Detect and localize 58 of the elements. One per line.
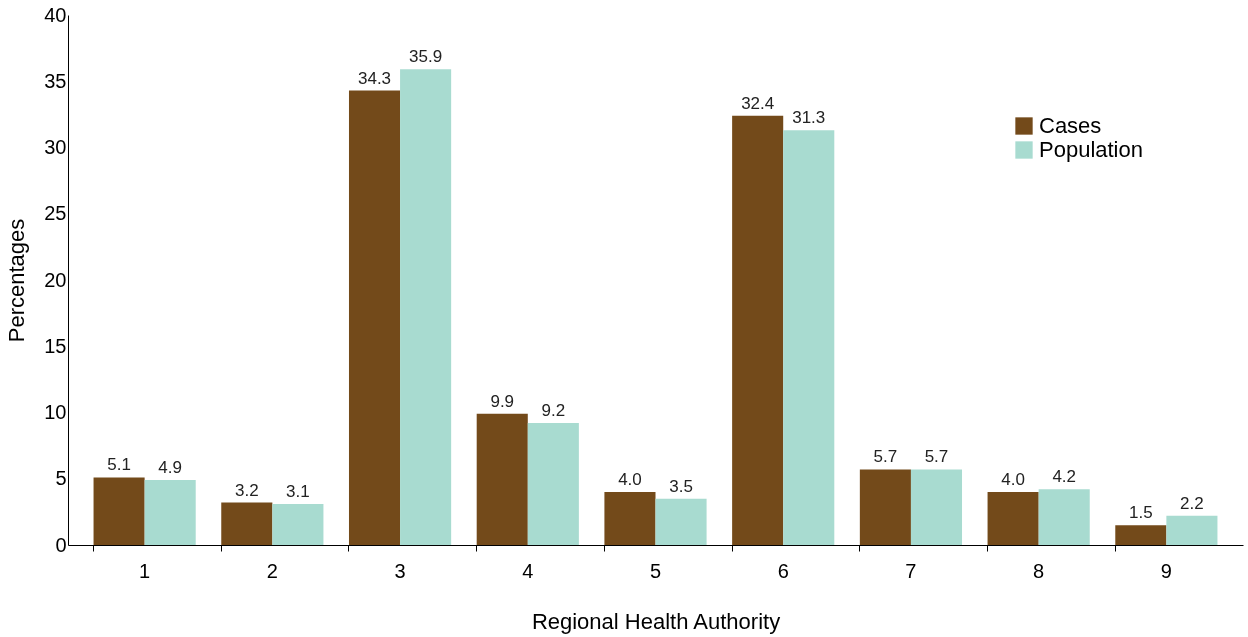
bar	[272, 503, 324, 545]
bar	[527, 423, 579, 545]
bar	[476, 413, 528, 545]
x-tick-label: 2	[266, 559, 278, 582]
x-tick-label: 1	[139, 559, 151, 582]
bar	[1166, 515, 1218, 545]
data-label: 5.7	[924, 447, 949, 467]
data-label: 1.5	[1129, 503, 1153, 523]
bar	[910, 469, 963, 545]
legend-label: Cases	[1039, 113, 1102, 138]
data-label: 3.5	[669, 476, 693, 496]
x-tick-label: 5	[649, 559, 662, 582]
data-label: 3.1	[286, 481, 310, 501]
y-tick-label: 10	[44, 401, 67, 423]
bar	[859, 469, 911, 545]
y-tick-label: 30	[44, 136, 67, 158]
y-tick-label: 15	[44, 334, 67, 357]
y-tick-label: 25	[44, 202, 67, 225]
x-tick-label: 6	[777, 559, 789, 582]
bar	[783, 130, 835, 545]
x-axis-title: Regional Health Authority	[531, 608, 781, 634]
data-label: 9.9	[490, 391, 515, 411]
bar	[732, 115, 784, 545]
bar	[348, 90, 401, 545]
data-label: 5.1	[107, 455, 131, 475]
y-tick-label: 35	[44, 69, 67, 92]
data-label: 4.0	[618, 470, 642, 489]
bar	[655, 498, 707, 545]
bar	[93, 477, 145, 545]
y-tick-label: 5	[55, 467, 67, 490]
data-label: 31.3	[792, 108, 826, 128]
x-tick-label: 9	[1160, 559, 1172, 582]
data-label: 2.2	[1180, 493, 1204, 513]
y-axis-title: Percentages	[4, 218, 30, 343]
bar	[604, 492, 656, 545]
x-tick-label: 7	[905, 559, 917, 582]
data-label: 3.2	[234, 480, 259, 500]
bar	[1115, 525, 1167, 545]
data-label: 5.7	[873, 447, 898, 467]
x-tick-label: 8	[1033, 559, 1045, 582]
bar	[144, 480, 196, 545]
bar	[987, 492, 1039, 545]
bar	[221, 502, 273, 545]
y-tick-label: 20	[44, 268, 67, 291]
x-tick-label: 4	[522, 559, 534, 582]
y-tick-label: 40	[44, 3, 67, 26]
legend-label: Population	[1039, 137, 1143, 162]
bar	[1038, 489, 1090, 545]
data-label: 4.2	[1052, 467, 1077, 487]
data-label: 35.9	[409, 47, 443, 67]
data-label: 4.9	[158, 458, 182, 478]
data-label: 34.3	[357, 68, 392, 88]
bar	[400, 69, 452, 545]
x-tick-label: 3	[394, 559, 406, 582]
data-label: 4.0	[1001, 470, 1025, 489]
y-tick-label: 0	[55, 533, 67, 556]
data-label: 9.2	[541, 401, 566, 421]
data-label: 32.4	[741, 93, 775, 113]
